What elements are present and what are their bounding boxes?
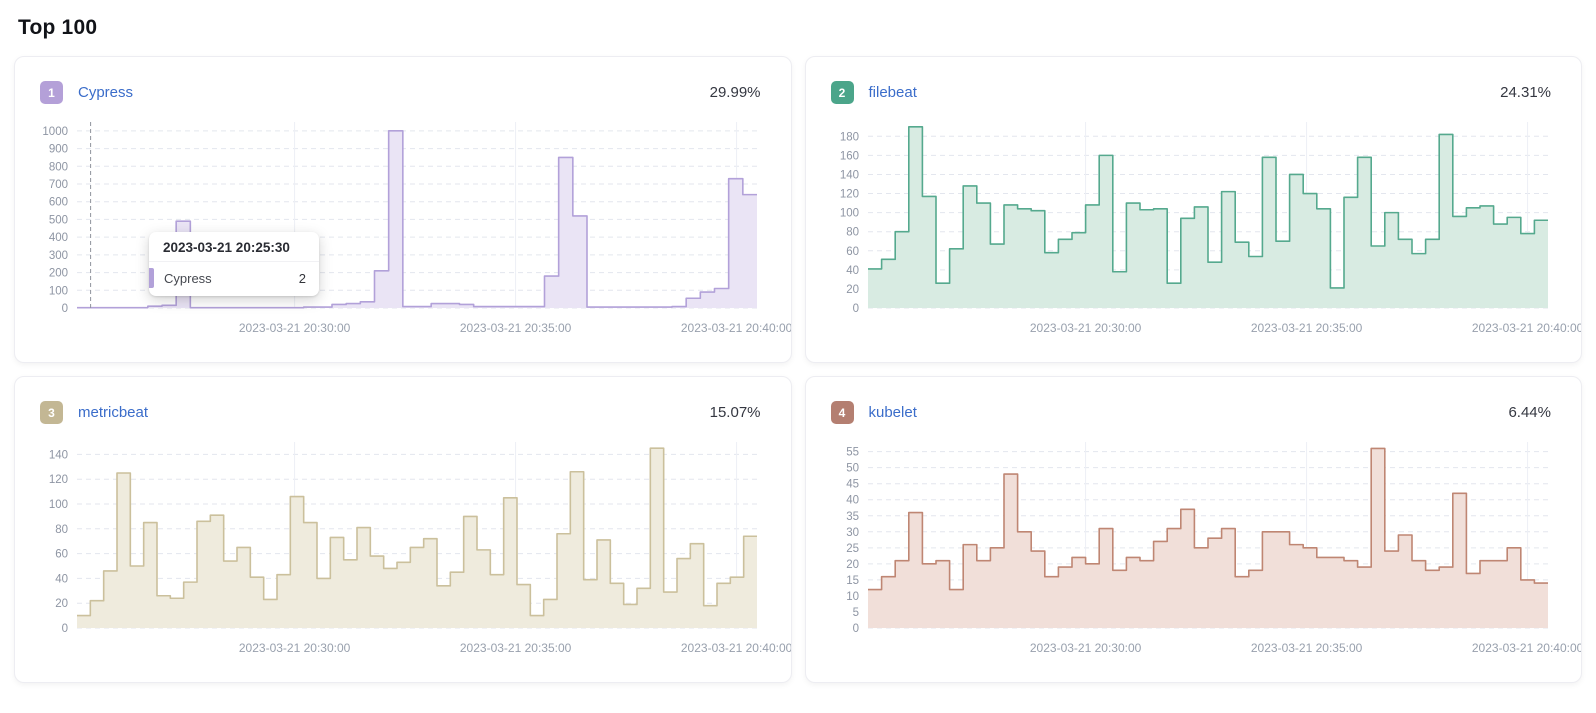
y-axis-label: 120 (839, 189, 858, 201)
y-axis-label: 60 (846, 246, 859, 258)
x-axis-label: 2023-03-21 20:35:00 (460, 641, 572, 655)
series-card-filebeat: 2 filebeat 24.31% 0 20 40 60 80 100 120 140 160 1… (804, 56, 1582, 363)
series-link[interactable]: filebeat (868, 84, 917, 101)
step-area-chart[interactable]: 0 5 10 15 20 25 30 35 40 45 50 55 2023-03-21 20:30:0… (810, 434, 1582, 660)
y-axis-label: 0 (62, 303, 68, 315)
series-card-cypress: 1 Cypress 29.99% 2023-03-21 20:25:30 Cyp… (14, 56, 792, 363)
y-axis-label: 0 (62, 623, 68, 635)
chart-canvas: 0 20 40 60 80 100 120 140 160 180 2023-03-21 20:30… (839, 122, 1582, 335)
y-axis-label: 900 (49, 144, 68, 156)
y-axis-label: 400 (49, 232, 68, 244)
y-axis-label: 120 (49, 474, 68, 486)
y-axis-label: 0 (852, 623, 858, 635)
series-area (77, 448, 757, 628)
y-axis-label: 25 (846, 543, 859, 555)
chart-canvas: 0 20 40 60 80 100 120 140 2023-03-21 20:30:00 202… (49, 442, 792, 655)
card-header: 4 kubelet 6.44% (806, 377, 1582, 424)
x-axis-label: 2023-03-21 20:35:00 (460, 321, 572, 335)
y-axis-label: 180 (839, 131, 858, 143)
x-axis-label: 2023-03-21 20:30:00 (239, 641, 351, 655)
y-axis-label: 55 (846, 447, 859, 459)
y-axis-label: 60 (55, 549, 68, 561)
series-link[interactable]: kubelet (868, 404, 917, 421)
rank-badge: 1 (40, 81, 63, 104)
x-axis-label: 2023-03-21 20:35:00 (1250, 321, 1362, 335)
y-axis-label: 200 (49, 268, 68, 280)
series-link[interactable]: Cypress (78, 84, 134, 101)
page-title: Top 100 (18, 16, 98, 39)
tooltip-timestamp: 2023-03-21 20:25:30 (149, 232, 319, 262)
rank-badge: 3 (40, 401, 63, 424)
y-axis-label: 160 (839, 150, 858, 162)
x-axis-label: 2023-03-21 20:30:00 (1029, 641, 1141, 655)
y-axis-label: 140 (49, 449, 68, 461)
chart-canvas: 0 5 10 15 20 25 30 35 40 45 50 55 2023-03-21 20:30:0… (846, 442, 1582, 655)
x-axis-label: 2023-03-21 20:30:00 (1029, 321, 1141, 335)
percent-value: 29.99% (709, 84, 761, 101)
percent-value: 24.31% (1500, 84, 1551, 101)
y-axis-label: 0 (852, 303, 858, 315)
y-axis-label: 100 (839, 208, 858, 220)
tooltip-series-row: Cypress 2 (149, 262, 319, 296)
card-header: 1 Cypress 29.99% (15, 57, 791, 104)
step-area-chart[interactable]: 0 20 40 60 80 100 120 140 2023-03-21 20:30:00 202… (19, 434, 792, 660)
x-axis-label: 2023-03-21 20:40:00 (1471, 641, 1582, 655)
y-axis-label: 40 (55, 573, 68, 585)
y-axis-label: 10 (846, 591, 859, 603)
step-area-chart[interactable]: 0 20 40 60 80 100 120 140 160 180 2023-03-21 20:30… (810, 114, 1582, 340)
y-axis-label: 1000 (42, 126, 68, 138)
y-axis-label: 80 (846, 227, 859, 239)
series-line (867, 125, 1548, 289)
dashboard: Top 100 1 Cypress 29.99% 2023-03-21 20:2… (14, 16, 1582, 683)
card-header: 2 filebeat 24.31% (806, 57, 1582, 104)
y-axis-label: 100 (49, 499, 68, 511)
tooltip-series-marker-icon (149, 268, 154, 288)
x-axis-label: 2023-03-21 20:40:00 (681, 641, 792, 655)
y-axis-label: 20 (846, 284, 859, 296)
y-axis-label: 40 (846, 495, 859, 507)
series-area (867, 448, 1548, 628)
y-axis-label: 30 (846, 527, 859, 539)
y-axis-label: 20 (55, 598, 68, 610)
percent-value: 6.44% (1508, 404, 1551, 421)
y-axis-label: 40 (846, 265, 859, 277)
series-line (77, 447, 757, 617)
tooltip-series-value: 2 (298, 270, 306, 286)
series-link[interactable]: metricbeat (78, 404, 149, 421)
y-axis-label: 80 (55, 524, 68, 536)
y-axis-label: 140 (839, 169, 858, 181)
x-axis-label: 2023-03-21 20:30:00 (239, 321, 351, 335)
series-card-kubelet: 4 kubelet 6.44% 0 5 10 15 20 25 30 35 40 45 50 55 20… (804, 376, 1582, 683)
series-card-metricbeat: 3 metricbeat 15.07% 0 20 40 60 80 100 120 140 20… (14, 376, 792, 683)
y-axis-label: 500 (49, 214, 68, 226)
chart-tooltip: 2023-03-21 20:25:30 Cypress 2 (149, 232, 319, 296)
y-axis-label: 700 (49, 179, 68, 191)
series-line (867, 447, 1548, 591)
y-axis-label: 5 (852, 607, 858, 619)
step-area-chart[interactable]: 2023-03-21 20:25:30 Cypress 2 0 100 200 300… (19, 114, 792, 340)
chart-canvas: 0 100 200 300 400 500 600 700 800 900 1000 2023-03-… (42, 122, 792, 335)
cards-grid: 1 Cypress 29.99% 2023-03-21 20:25:30 Cyp… (14, 56, 1582, 683)
x-axis-label: 2023-03-21 20:40:00 (1471, 321, 1582, 335)
tooltip-series-label: Cypress (164, 270, 212, 286)
y-axis-label: 20 (846, 559, 859, 571)
card-header: 3 metricbeat 15.07% (15, 377, 791, 424)
rank-badge: 2 (830, 81, 854, 104)
y-axis-label: 15 (846, 575, 859, 587)
x-axis-label: 2023-03-21 20:35:00 (1250, 641, 1362, 655)
y-axis-label: 35 (846, 511, 859, 523)
y-axis-label: 300 (49, 250, 68, 262)
series-line (77, 130, 757, 309)
x-axis-label: 2023-03-21 20:40:00 (681, 321, 792, 335)
y-axis-label: 50 (846, 463, 859, 475)
percent-value: 15.07% (709, 404, 761, 421)
y-axis-label: 800 (49, 161, 68, 173)
y-axis-label: 600 (49, 197, 68, 209)
y-axis-label: 45 (846, 479, 859, 491)
rank-badge: 4 (830, 401, 854, 424)
y-axis-label: 100 (49, 285, 68, 297)
